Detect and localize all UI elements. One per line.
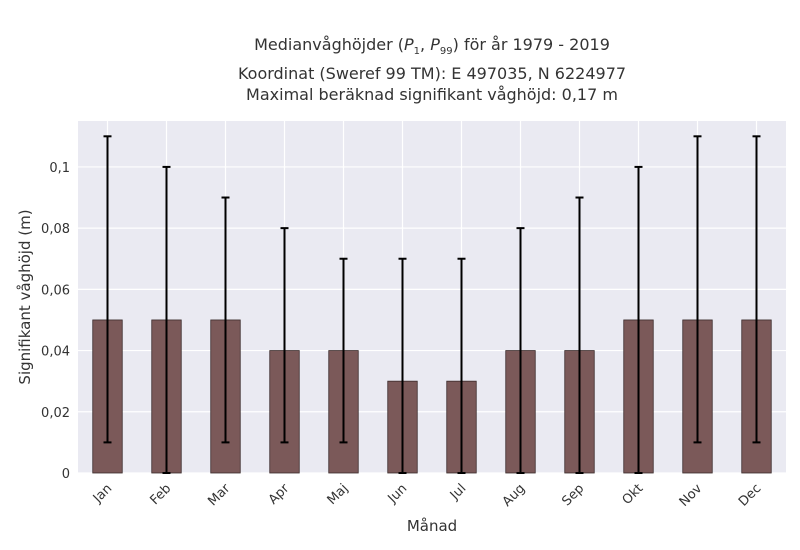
y-tick-label: 0,04 — [41, 345, 70, 360]
title-prefix: Medianvåghöjder ( — [254, 35, 405, 54]
p99-subscript: 99 — [439, 46, 453, 58]
p1-symbol: P — [404, 35, 414, 54]
p99-symbol: P — [430, 35, 440, 54]
x-tick-labels: Jan Feb Mar Apr Maj Jun Jul Aug Sep Okt Nov Dec — [90, 481, 764, 510]
title-suffix: ) för år 1979 - 2019 — [452, 35, 610, 54]
x-tick-label: Sep — [559, 481, 587, 509]
x-tick-label: Jul — [447, 481, 469, 503]
x-tick-label: Mar — [205, 481, 233, 509]
chart-title: Medianvåghöjder (P1, P99) för år 1979 - … — [78, 34, 786, 106]
x-tick-label: Aug — [500, 481, 529, 510]
y-tick-label: 0,1 — [49, 161, 70, 176]
y-tick-labels: 0 0,02 0,04 0,06 0,08 0,1 — [41, 161, 70, 482]
title-line-1: Medianvåghöjder (P1, P99) för år 1979 - … — [78, 34, 786, 63]
y-axis-label: Signifikant våghöjd (m) — [16, 209, 34, 384]
x-tick-label: Jan — [90, 481, 115, 506]
y-tick-label: 0,08 — [41, 222, 70, 237]
y-tick-label: 0 — [62, 467, 70, 482]
x-tick-label: Nov — [677, 481, 706, 510]
x-axis-label: Månad — [407, 517, 457, 535]
x-tick-label: Maj — [325, 481, 352, 508]
error-bars — [103, 135, 761, 474]
plot-background — [78, 121, 786, 473]
title-separator: , — [420, 35, 431, 54]
x-tick-label: Feb — [147, 481, 174, 508]
x-tick-label: Okt — [620, 481, 647, 508]
y-tick-label: 0,02 — [41, 406, 70, 421]
y-tick-label: 0,06 — [41, 283, 70, 298]
x-tick-label: Jun — [385, 481, 411, 507]
x-tick-label: Dec — [736, 481, 764, 509]
title-line-3: Maximal beräknad signifikant våghöjd: 0,… — [246, 85, 618, 105]
title-line-2: Koordinat (Sweref 99 TM): E 497035, N 62… — [237, 63, 627, 83]
p1-subscript: 1 — [413, 46, 421, 58]
x-tick-label: Apr — [266, 481, 293, 508]
